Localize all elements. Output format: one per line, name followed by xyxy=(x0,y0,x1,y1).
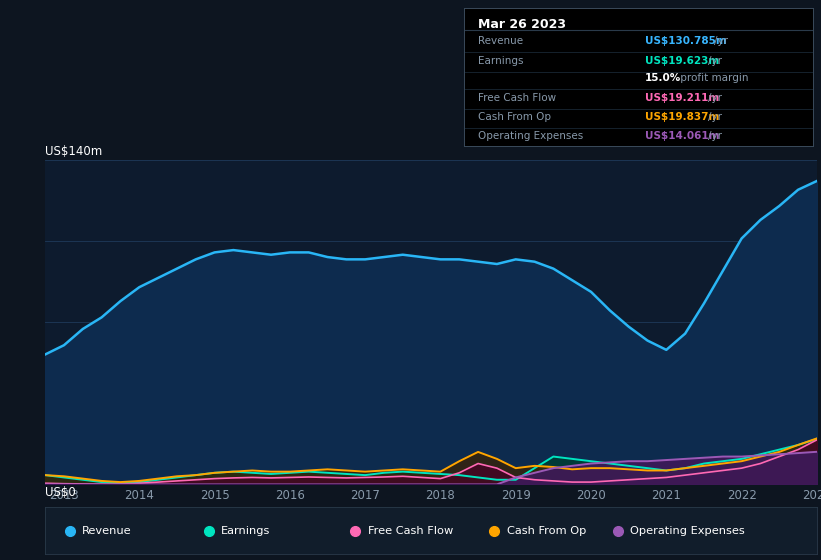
Text: US$130.785m: US$130.785m xyxy=(645,36,727,46)
Text: US$140m: US$140m xyxy=(45,146,103,158)
Text: US$19.211m: US$19.211m xyxy=(645,92,719,102)
Text: Free Cash Flow: Free Cash Flow xyxy=(368,526,453,535)
Text: Mar 26 2023: Mar 26 2023 xyxy=(478,18,566,31)
Text: /yr: /yr xyxy=(708,131,722,141)
Text: Operating Expenses: Operating Expenses xyxy=(478,131,583,141)
Text: US$19.837m: US$19.837m xyxy=(645,112,720,122)
Text: Cash From Op: Cash From Op xyxy=(478,112,551,122)
Text: Earnings: Earnings xyxy=(221,526,270,535)
Text: Revenue: Revenue xyxy=(478,36,523,46)
Text: /yr: /yr xyxy=(708,92,722,102)
Text: /yr: /yr xyxy=(714,36,728,46)
Text: Cash From Op: Cash From Op xyxy=(507,526,586,535)
Text: US$19.623m: US$19.623m xyxy=(645,55,719,66)
Text: 15.0%: 15.0% xyxy=(645,73,681,83)
Text: US$14.061m: US$14.061m xyxy=(645,131,720,141)
Text: Revenue: Revenue xyxy=(82,526,132,535)
Text: profit margin: profit margin xyxy=(677,73,748,83)
Text: Free Cash Flow: Free Cash Flow xyxy=(478,92,556,102)
Text: /yr: /yr xyxy=(708,112,722,122)
Text: Earnings: Earnings xyxy=(478,55,523,66)
Text: /yr: /yr xyxy=(708,55,722,66)
Text: US$0: US$0 xyxy=(45,486,76,498)
Text: Operating Expenses: Operating Expenses xyxy=(631,526,745,535)
